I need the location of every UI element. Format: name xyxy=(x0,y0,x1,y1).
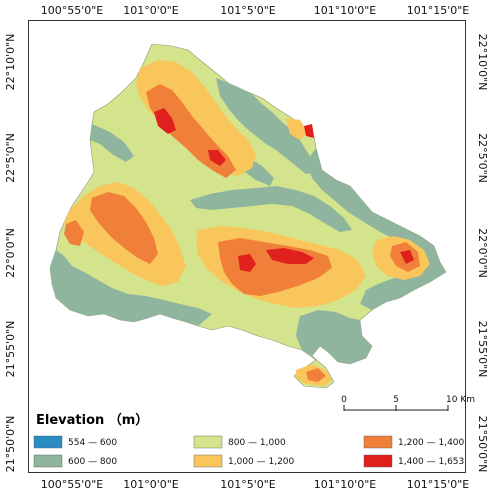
scale-label-0: 0 xyxy=(341,395,347,405)
top-lon-label-3: 101°5'0"E xyxy=(220,4,276,17)
bottom-lon-label-2: 101°0'0"E xyxy=(123,478,179,491)
bottom-lon-label-4: 101°10'0"E xyxy=(314,478,377,491)
right-lat-label-1: 22°10'0"N xyxy=(476,34,489,91)
upland-1000-1200-northeast xyxy=(286,118,308,140)
right-lat-label-2: 22°5'0"N xyxy=(476,133,489,183)
right-lat-label-4: 21°55'0"N xyxy=(476,321,489,378)
high-1200-1400-west xyxy=(90,192,158,264)
high-1200-1400-westedge xyxy=(64,220,84,246)
legend-title: Elevation （m） xyxy=(36,412,148,428)
peak-1400-1653-north xyxy=(154,108,176,134)
bottom-lon-label-1: 100°55'0"E xyxy=(41,478,104,491)
peak-1400-1653-center2 xyxy=(238,254,256,272)
legend-label-1400-1653: 1,400 — 1,653 xyxy=(398,457,464,467)
scale-bar: 0 5 10 Km xyxy=(341,395,475,411)
peak-1400-1653-east xyxy=(400,250,414,264)
legend-swatch-600-800 xyxy=(33,454,63,468)
top-lon-label-2: 101°0'0"E xyxy=(123,4,179,17)
valley-600-800-south xyxy=(296,310,372,364)
top-lon-label-1: 100°55'0"E xyxy=(41,4,104,17)
elevation-map xyxy=(49,43,447,389)
legend-swatch-1200-1400 xyxy=(363,435,393,449)
valley-600-800-center xyxy=(190,186,352,232)
left-lat-label-2: 22°5'0"N xyxy=(4,133,17,183)
peak-1400-1653-center xyxy=(266,248,314,264)
legend-label-1200-1400: 1,200 — 1,400 xyxy=(398,438,465,448)
scale-label-10: 10 Km xyxy=(446,395,475,405)
legend-swatch-800-1000 xyxy=(193,435,223,449)
top-lon-label-5: 101°15'0"E xyxy=(407,4,470,17)
legend-label-600-800: 600 — 800 xyxy=(68,457,117,467)
left-lat-label-1: 22°10'0"N xyxy=(4,34,17,91)
bottom-lon-label-3: 101°5'0"E xyxy=(220,478,276,491)
legend-swatch-554-600 xyxy=(33,435,63,449)
valley-600-800-southwest xyxy=(50,250,212,326)
bottom-lon-label-5: 101°15'0"E xyxy=(407,478,470,491)
legend-label-554-600: 554 — 600 xyxy=(68,438,117,448)
legend-swatch-1400-1653 xyxy=(363,454,393,468)
peak-1400-1653-northeast xyxy=(304,124,314,138)
high-1200-1400-center xyxy=(218,238,332,296)
peak-1400-1653-north2 xyxy=(208,150,226,166)
legend-label-800-1000: 800 — 1,000 xyxy=(228,438,286,448)
right-lat-label-3: 22°0'0"N xyxy=(476,228,489,278)
top-lon-label-4: 101°10'0"E xyxy=(314,4,377,17)
scale-label-5: 5 xyxy=(393,395,399,405)
left-lat-label-4: 21°55'0"N xyxy=(4,321,17,378)
legend: Elevation （m） 554 — 600 600 — 800 800 — … xyxy=(33,412,465,468)
left-lat-label-3: 22°0'0"N xyxy=(4,228,17,278)
left-lat-label-5: 21°50'0"N xyxy=(4,416,17,473)
legend-label-1000-1200: 1,000 — 1,200 xyxy=(228,457,295,467)
valley-600-800-north xyxy=(216,78,316,174)
valley-600-800-west xyxy=(90,124,134,162)
right-lat-label-5: 21°50'0"N xyxy=(476,416,489,473)
legend-swatch-1000-1200 xyxy=(193,454,223,468)
high-1200-1400-south-tail xyxy=(306,368,326,382)
